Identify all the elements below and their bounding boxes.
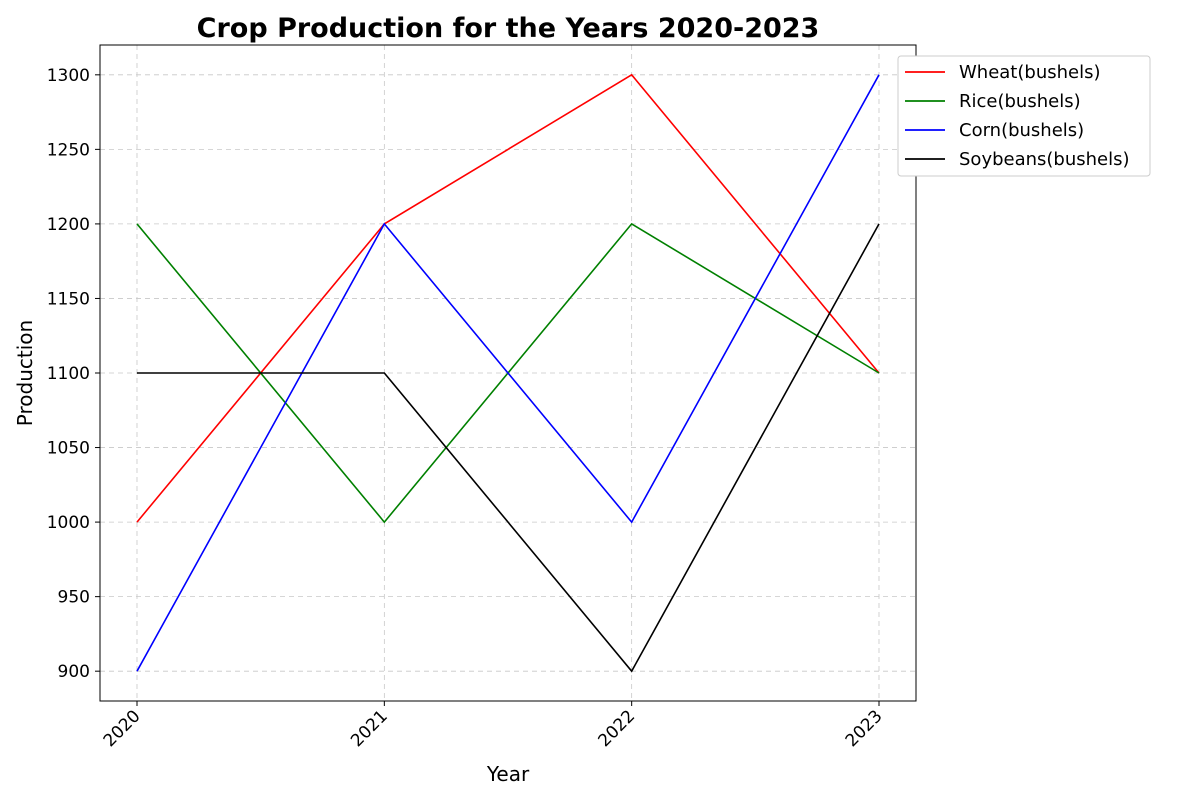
y-tick-label: 1150: [47, 289, 90, 309]
x-axis-label: Year: [486, 762, 530, 786]
y-tick-label: 1000: [47, 513, 90, 533]
y-tick-label: 1050: [47, 439, 90, 459]
x-tick-label: 2022: [594, 706, 639, 751]
y-axis-label: Production: [13, 320, 37, 426]
legend-label: Soybeans(bushels): [959, 149, 1130, 170]
y-tick-label: 950: [58, 588, 90, 608]
x-tick-label: 2023: [842, 706, 887, 751]
legend-box: [897, 55, 1151, 177]
series-lines: [136, 73, 880, 673]
chart-title: Crop Production for the Years 2020-2023: [197, 13, 820, 44]
legend: Wheat(bushels) Rice(bushels) Corn(bushels)…: [897, 55, 1151, 177]
legend-label: Corn(bushels): [959, 120, 1084, 141]
legend-label: Rice(bushels): [959, 91, 1081, 112]
legend-label: Wheat(bushels): [959, 62, 1101, 83]
y-tick-label: 1100: [47, 364, 90, 384]
y-tick-label: 900: [58, 662, 90, 682]
y-tick-label: 1250: [47, 140, 90, 160]
axis-ticks: 900 950 1000 1050 1100 1150 1200 1250 1300 2020 20…: [47, 66, 887, 751]
series-line-soybeans-bushels: [137, 223, 880, 673]
x-tick-label: 2021: [347, 706, 392, 751]
y-tick-label: 1200: [47, 215, 90, 235]
series-line-corn-bushels: [136, 74, 880, 672]
y-tick-label: 1300: [47, 66, 90, 86]
x-tick-label: 2020: [100, 706, 145, 751]
